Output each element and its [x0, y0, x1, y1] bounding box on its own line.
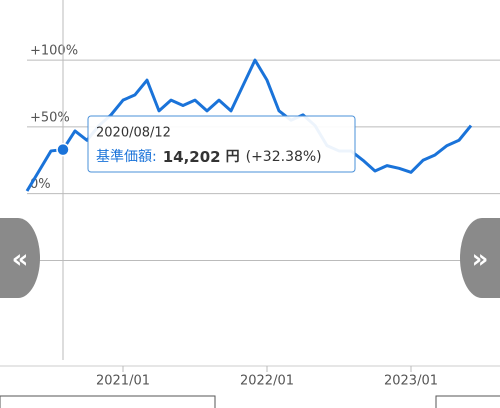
x-tick-label: 2022/01 — [240, 374, 294, 389]
hover-point — [56, 142, 70, 157]
bottom-box — [435, 395, 500, 408]
tooltip-unit: 円 — [226, 149, 240, 165]
next-button[interactable] — [460, 218, 500, 298]
tooltip-date: 2020/08/12 — [96, 126, 171, 141]
tooltip-price: 14,202 — [163, 148, 221, 166]
x-tick-label: 2023/01 — [384, 374, 438, 389]
tooltip-box — [87, 115, 356, 173]
tooltip-change: (+32.38%) — [246, 149, 322, 165]
bottom-box — [0, 395, 216, 408]
tooltip-line: 基準価額: 14,202 円 (+32.38%) — [96, 148, 322, 166]
y-tick-label: 0% — [30, 177, 51, 192]
next-icon[interactable]: » — [472, 245, 489, 275]
prev-button[interactable] — [0, 218, 40, 298]
tooltip-label: 基準価額: — [96, 148, 157, 165]
y-tick-label: +100% — [30, 44, 78, 59]
y-tick-label: +50% — [30, 110, 70, 125]
prev-icon[interactable]: « — [12, 245, 29, 275]
x-tick-label: 2021/01 — [96, 374, 150, 389]
